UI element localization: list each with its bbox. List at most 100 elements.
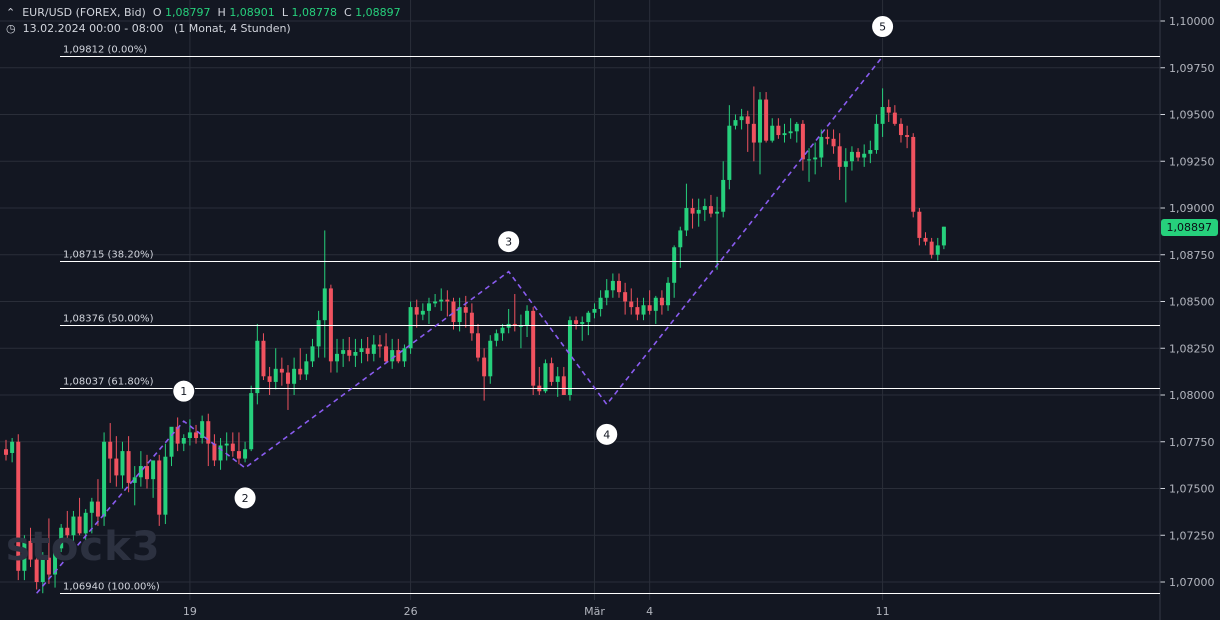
candle-up xyxy=(580,322,585,324)
candle-up xyxy=(439,299,444,302)
x-tick-label: 11 xyxy=(876,605,890,618)
candle-down xyxy=(328,288,333,362)
close-value: 1,08897 xyxy=(355,6,401,19)
candle-up xyxy=(500,327,505,334)
candle-up xyxy=(322,288,327,321)
candle-up xyxy=(457,307,462,323)
wave-marker xyxy=(595,422,619,446)
candle-up xyxy=(22,540,27,571)
candle-down xyxy=(28,540,33,560)
candle-down xyxy=(212,443,217,461)
wave-marker xyxy=(233,486,257,510)
candle-down xyxy=(34,559,39,582)
fib-level-label: 1,06940 (100.00%) xyxy=(63,582,160,593)
candle-down xyxy=(126,451,131,483)
y-tick-label: 1,07250 xyxy=(1169,529,1215,542)
candle-down xyxy=(175,426,180,444)
candle-up xyxy=(371,344,376,354)
candle-up xyxy=(359,348,364,352)
candle-down xyxy=(708,206,713,214)
candle-down xyxy=(635,307,640,315)
close-label: C xyxy=(343,6,352,19)
candle-up xyxy=(843,161,848,167)
candle-up xyxy=(813,157,818,160)
candle-up xyxy=(525,310,530,326)
candle-up xyxy=(684,208,689,231)
candle-up xyxy=(53,548,58,575)
candle-down xyxy=(917,211,922,238)
candle-up xyxy=(770,125,775,141)
candle-down xyxy=(384,346,389,362)
period-label: (1 Monat, 4 Stunden) xyxy=(173,22,291,35)
candle-down xyxy=(561,376,566,395)
candle-down xyxy=(898,123,903,136)
candle-up xyxy=(672,247,677,283)
candle-down xyxy=(95,501,100,517)
candle-up xyxy=(71,516,76,536)
y-tick-label: 1,09750 xyxy=(1169,62,1215,75)
candle-up xyxy=(132,477,137,483)
clock-icon: ◷ xyxy=(6,22,20,35)
candle-up xyxy=(89,501,94,513)
candle-up xyxy=(935,245,940,255)
candle-down xyxy=(831,138,836,147)
candle-down xyxy=(469,312,474,334)
candle-down xyxy=(285,372,290,384)
candle-down xyxy=(929,241,934,255)
candle-down xyxy=(157,460,162,515)
candle-up xyxy=(782,133,787,136)
wave-marker-label: 1 xyxy=(180,385,187,398)
candle-up xyxy=(353,351,358,356)
candle-down xyxy=(463,307,468,313)
candle-down xyxy=(230,443,235,452)
y-tick-label: 1,09500 xyxy=(1169,109,1215,122)
last-price-tag: 1,08897 xyxy=(1160,219,1218,236)
candle-up xyxy=(757,99,762,143)
candle-down xyxy=(261,340,266,377)
candle-up xyxy=(163,456,168,515)
candle-up xyxy=(653,297,658,311)
wave-marker xyxy=(172,379,196,403)
candle-down xyxy=(451,301,456,323)
candle-up xyxy=(678,230,683,248)
low-label: L xyxy=(281,6,288,19)
candle-up xyxy=(292,368,297,384)
y-tick-label: 1,08000 xyxy=(1169,389,1215,402)
candle-down xyxy=(905,135,910,137)
candle-up xyxy=(390,350,395,362)
candle-down xyxy=(298,368,303,375)
candle-down xyxy=(512,323,517,326)
candle-up xyxy=(862,153,867,158)
y-tick-label: 1,07750 xyxy=(1169,436,1215,449)
time-header: ◷ 13.02.2024 00:00 - 08:00 (1 Monat, 4 S… xyxy=(6,22,291,35)
candle-up xyxy=(555,376,560,382)
candle-down xyxy=(911,136,916,212)
candle-down xyxy=(114,458,119,476)
candle-down xyxy=(482,357,487,377)
candle-up xyxy=(849,151,854,162)
candle-down xyxy=(347,350,352,356)
candle-down xyxy=(194,432,199,439)
candle-up xyxy=(40,557,45,582)
high-value: 1,08901 xyxy=(229,6,275,19)
collapse-chevron-icon[interactable]: ⌃ xyxy=(6,6,19,19)
fib-level-label: 1,08376 (50.00%) xyxy=(63,314,154,325)
wave-marker xyxy=(871,15,895,39)
watermark-logo: stock3 xyxy=(6,524,161,570)
y-tick-label: 1,07000 xyxy=(1169,576,1215,589)
fib-level-label: 1,08037 (61.80%) xyxy=(63,377,154,388)
candle-up xyxy=(169,426,174,457)
candle-up xyxy=(739,116,744,121)
candle-up xyxy=(59,527,64,549)
candle-up xyxy=(794,123,799,132)
wave-marker-label: 5 xyxy=(879,21,886,34)
fib-level-label: 1,08715 (38.20%) xyxy=(63,250,154,261)
candle-up xyxy=(727,125,732,180)
y-tick-label: 1,08250 xyxy=(1169,342,1215,355)
candle-down xyxy=(629,301,634,308)
candle-up xyxy=(733,120,738,126)
candle-up xyxy=(819,136,824,158)
candle-down xyxy=(647,305,652,311)
y-tick-label: 1,10000 xyxy=(1169,15,1215,28)
